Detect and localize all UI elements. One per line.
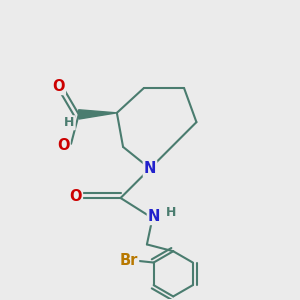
- Text: Br: Br: [120, 254, 138, 268]
- Text: H: H: [64, 116, 75, 129]
- Text: O: O: [52, 79, 65, 94]
- Text: N: N: [148, 209, 160, 224]
- Text: N: N: [144, 161, 156, 176]
- Polygon shape: [79, 110, 117, 119]
- Text: O: O: [69, 189, 82, 204]
- Text: H: H: [166, 206, 176, 219]
- Text: O: O: [57, 138, 70, 153]
